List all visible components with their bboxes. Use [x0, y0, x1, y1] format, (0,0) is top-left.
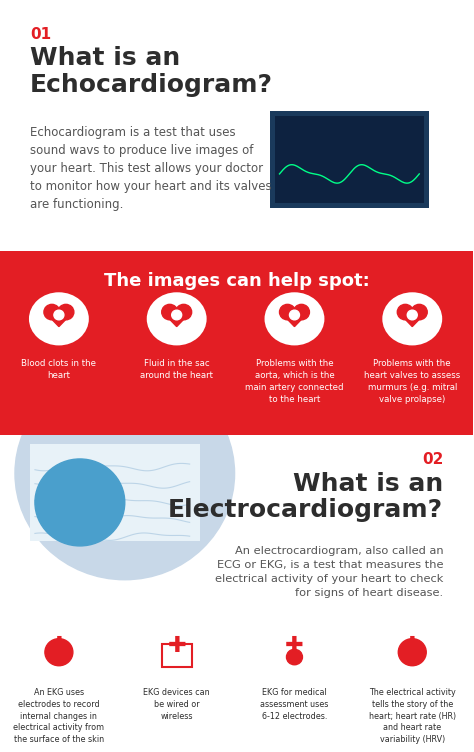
Text: An EKG uses
electrodes to record
internal changes in
electrical activity from
th: An EKG uses electrodes to record interna…	[13, 688, 104, 744]
Ellipse shape	[383, 293, 442, 345]
FancyBboxPatch shape	[30, 444, 200, 541]
Text: Blood clots in the
heart: Blood clots in the heart	[21, 359, 96, 381]
Polygon shape	[281, 312, 309, 326]
Circle shape	[15, 367, 235, 580]
Text: 01: 01	[30, 27, 51, 42]
Circle shape	[411, 305, 427, 320]
Text: ✚: ✚	[285, 636, 304, 656]
Polygon shape	[45, 312, 73, 326]
Ellipse shape	[29, 293, 89, 345]
Text: An electrocardiogram, also called an
ECG or EKG, is a test that measures the
ele: An electrocardiogram, also called an ECG…	[215, 546, 443, 598]
Text: ✚: ✚	[403, 636, 421, 656]
Text: 02: 02	[422, 452, 443, 467]
Ellipse shape	[264, 293, 324, 345]
FancyBboxPatch shape	[274, 116, 424, 203]
Text: Problems with the
heart valves to assess
murmurs (e.g. mitral
valve prolapse): Problems with the heart valves to assess…	[364, 359, 460, 404]
Circle shape	[44, 305, 60, 320]
Text: EKG devices can
be wired or
wireless: EKG devices can be wired or wireless	[143, 688, 210, 720]
Circle shape	[290, 310, 300, 320]
FancyBboxPatch shape	[0, 251, 473, 435]
Circle shape	[162, 305, 178, 320]
Circle shape	[58, 305, 74, 320]
Circle shape	[293, 305, 310, 320]
Text: The electrical activity
tells the story of the
heart; heart rate (HR)
and heart : The electrical activity tells the story …	[369, 688, 456, 744]
Text: ✚: ✚	[167, 636, 186, 656]
Text: Problems with the
aorta, which is the
main artery connected
to the heart: Problems with the aorta, which is the ma…	[245, 359, 344, 404]
Circle shape	[35, 459, 125, 546]
Circle shape	[54, 310, 64, 320]
Text: ✚: ✚	[50, 636, 68, 656]
Text: EKG for medical
assessment uses
6-12 electrodes.: EKG for medical assessment uses 6-12 ele…	[260, 688, 328, 720]
FancyBboxPatch shape	[0, 0, 473, 357]
Circle shape	[176, 305, 191, 320]
Polygon shape	[398, 312, 426, 326]
Text: Fluid in the sac
around the heart: Fluid in the sac around the heart	[140, 359, 213, 381]
Circle shape	[172, 310, 182, 320]
FancyBboxPatch shape	[270, 111, 429, 208]
Text: Echocardiogram is a test that uses
sound wavs to produce live images of
your hea: Echocardiogram is a test that uses sound…	[30, 126, 272, 211]
Circle shape	[397, 305, 413, 320]
Circle shape	[280, 305, 295, 320]
Text: The images can help spot:: The images can help spot:	[104, 272, 369, 290]
Polygon shape	[163, 312, 191, 326]
Text: What is an
Electrocardiogram?: What is an Electrocardiogram?	[168, 472, 443, 523]
Circle shape	[235, 0, 464, 208]
Circle shape	[398, 638, 426, 666]
Text: What is an
Echocardiogram?: What is an Echocardiogram?	[30, 47, 273, 97]
Circle shape	[407, 310, 417, 320]
Ellipse shape	[147, 293, 207, 345]
Circle shape	[286, 649, 302, 665]
Circle shape	[45, 638, 73, 666]
